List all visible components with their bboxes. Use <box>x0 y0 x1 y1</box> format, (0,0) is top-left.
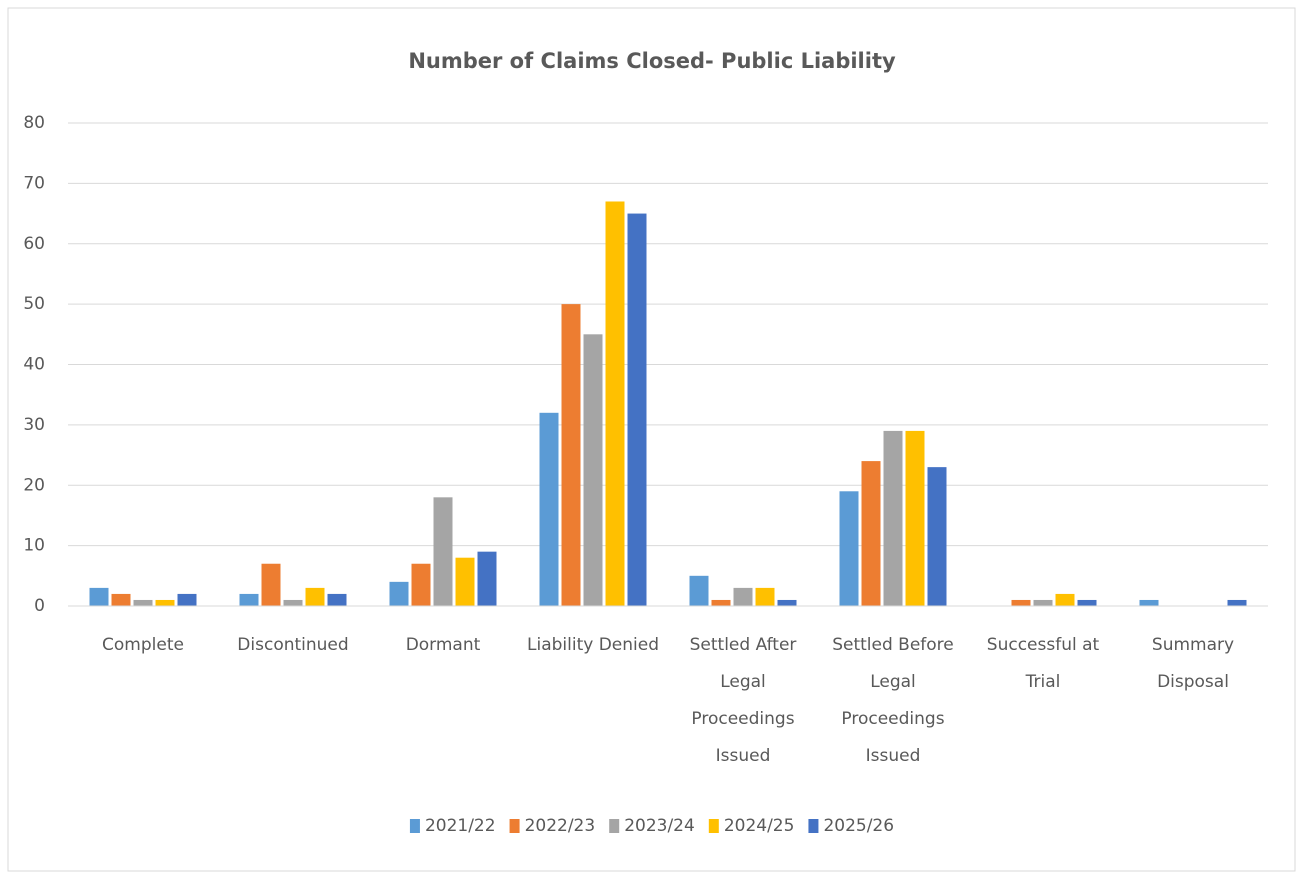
legend-label: 2025/26 <box>823 816 894 836</box>
bar <box>583 334 603 606</box>
x-tick-label: Complete <box>102 635 184 655</box>
x-tick-label: Settled Before Legal Proceedings Issued <box>832 635 954 766</box>
bar <box>89 587 109 606</box>
y-tick-label: 80 <box>23 113 45 133</box>
bar <box>155 599 175 606</box>
legend-label: 2023/24 <box>624 816 695 836</box>
bar <box>755 587 775 606</box>
chart-title: Number of Claims Closed- Public Liabilit… <box>408 49 896 73</box>
chart-frame <box>7 7 1296 872</box>
legend-label: 2021/22 <box>425 816 496 836</box>
bar <box>1011 599 1031 606</box>
bar <box>283 599 303 606</box>
x-tick-label: Settled After Legal Proceedings Issued <box>690 635 797 766</box>
y-tick-label: 40 <box>23 355 45 375</box>
bar <box>305 587 325 606</box>
y-tick-label: 0 <box>34 596 45 616</box>
y-tick-label: 50 <box>23 294 45 314</box>
bar <box>777 599 797 606</box>
bar <box>1055 593 1075 606</box>
bar <box>261 563 281 606</box>
legend-label: 2022/23 <box>525 816 596 836</box>
x-tick-label: Successful at Trial <box>987 635 1100 692</box>
x-tick-label: Liability Denied <box>527 635 659 655</box>
legend-swatch <box>409 819 420 833</box>
bar <box>239 593 259 606</box>
x-tick-label: Summary Disposal <box>1152 635 1234 692</box>
bar <box>839 491 859 606</box>
bar <box>1033 599 1053 606</box>
bar <box>455 557 475 606</box>
bar <box>561 304 581 606</box>
bar <box>177 593 197 606</box>
bar <box>539 412 559 606</box>
y-tick-label: 60 <box>23 234 45 254</box>
bar <box>327 593 347 606</box>
legend-swatch <box>609 819 620 833</box>
bar <box>1227 599 1247 606</box>
bar <box>927 467 947 606</box>
bar <box>905 430 925 606</box>
y-tick-label: 10 <box>23 536 45 556</box>
legend-label: 2024/25 <box>724 816 795 836</box>
legend-swatch <box>708 819 719 833</box>
y-tick-label: 30 <box>23 415 45 435</box>
bar <box>111 593 131 606</box>
bar <box>411 563 431 606</box>
bar <box>733 587 753 606</box>
bar <box>605 201 625 607</box>
bar <box>133 599 153 606</box>
bar <box>689 575 709 606</box>
bar <box>627 213 647 606</box>
legend-swatch <box>808 819 819 833</box>
bar <box>883 430 903 606</box>
bar <box>433 497 453 606</box>
x-tick-label: Discontinued <box>237 635 348 655</box>
y-tick-label: 70 <box>23 173 45 193</box>
bar <box>389 581 409 606</box>
bar <box>711 599 731 606</box>
y-tick-label: 20 <box>23 475 45 495</box>
bar <box>1077 599 1097 606</box>
bar <box>861 461 881 606</box>
bar <box>1139 599 1159 606</box>
x-tick-label: Dormant <box>406 635 481 655</box>
bar <box>477 551 497 606</box>
legend-swatch <box>509 819 520 833</box>
